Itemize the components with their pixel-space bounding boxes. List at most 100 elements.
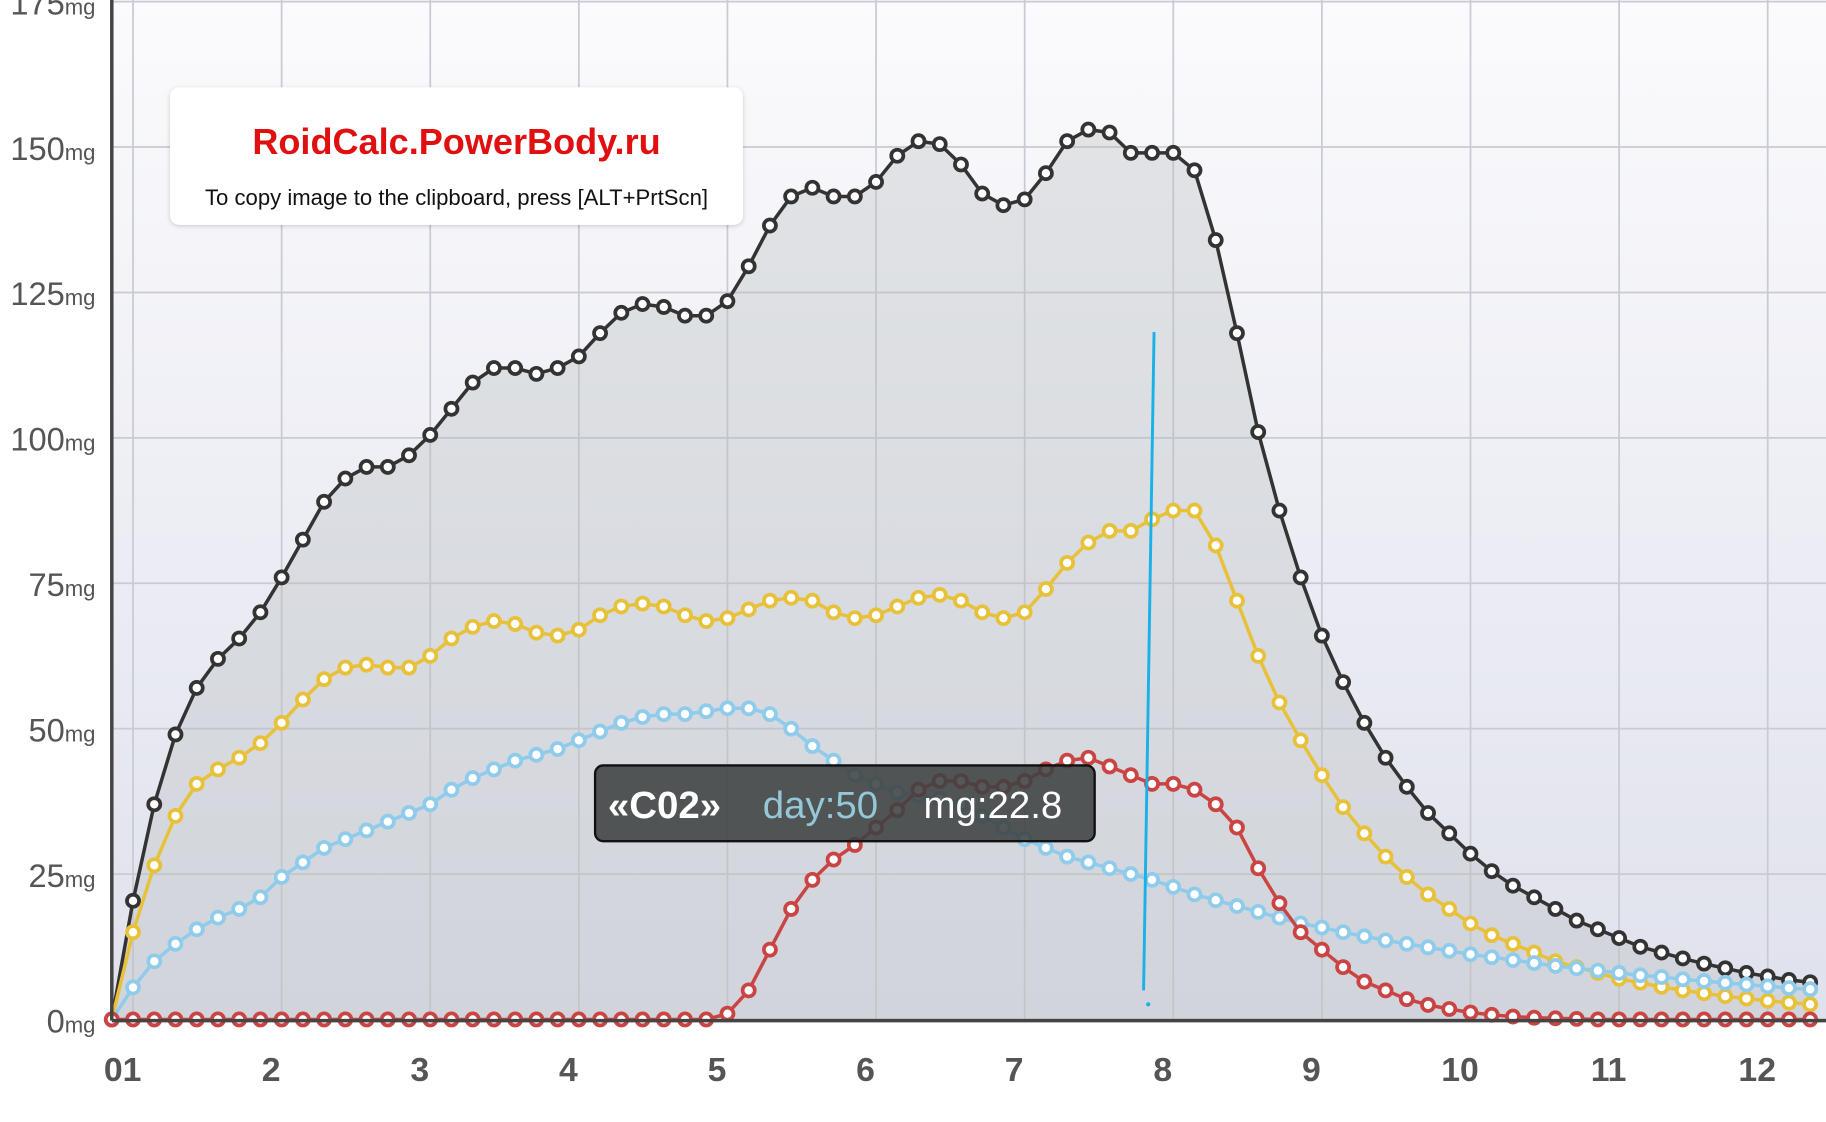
data-point-total[interactable] bbox=[740, 258, 757, 275]
data-point-C02[interactable] bbox=[1313, 919, 1330, 936]
data-point-C02[interactable] bbox=[1505, 952, 1521, 969]
data-point-yellow[interactable] bbox=[1122, 522, 1139, 539]
data-point-C02[interactable] bbox=[1335, 924, 1352, 941]
data-point-C02[interactable] bbox=[1696, 973, 1712, 990]
data-point-C02[interactable] bbox=[210, 909, 226, 926]
data-point-yellow[interactable] bbox=[1759, 992, 1776, 1009]
data-point-C02[interactable] bbox=[1250, 903, 1267, 920]
data-point-total[interactable] bbox=[379, 459, 396, 475]
data-point-total[interactable] bbox=[273, 569, 290, 586]
data-point-yellow[interactable] bbox=[337, 659, 354, 676]
data-point-C02[interactable] bbox=[1207, 892, 1224, 909]
data-point-yellow[interactable] bbox=[294, 691, 311, 708]
data-point-yellow[interactable] bbox=[910, 589, 927, 606]
data-point-C02[interactable] bbox=[146, 953, 163, 970]
data-point-yellow[interactable] bbox=[1398, 869, 1415, 885]
data-point-total[interactable] bbox=[868, 174, 884, 190]
data-point-total[interactable] bbox=[1441, 825, 1458, 842]
data-point-total[interactable] bbox=[1611, 930, 1628, 946]
data-point-total[interactable] bbox=[1483, 863, 1500, 880]
data-point-C02[interactable] bbox=[1653, 969, 1670, 985]
data-point-total[interactable] bbox=[210, 650, 226, 667]
data-point-yellow[interactable] bbox=[783, 589, 800, 606]
data-point-total[interactable] bbox=[761, 217, 778, 234]
data-point-yellow[interactable] bbox=[846, 610, 863, 627]
data-point-yellow[interactable] bbox=[592, 607, 608, 624]
data-point-yellow[interactable] bbox=[953, 592, 969, 609]
data-point-yellow[interactable] bbox=[1505, 935, 1521, 952]
data-point-C02[interactable] bbox=[294, 854, 311, 871]
data-point-red[interactable] bbox=[719, 1005, 736, 1022]
data-point-yellow[interactable] bbox=[1313, 767, 1330, 784]
data-point-C02[interactable] bbox=[1356, 928, 1373, 945]
data-point-total[interactable] bbox=[677, 307, 693, 324]
data-point-total[interactable] bbox=[1420, 805, 1436, 821]
data-point-yellow[interactable] bbox=[825, 604, 842, 621]
data-point-C02[interactable] bbox=[1589, 962, 1606, 979]
data-point-red[interactable] bbox=[1292, 924, 1309, 941]
data-point-yellow[interactable] bbox=[1356, 825, 1373, 842]
data-point-red[interactable] bbox=[1101, 758, 1118, 775]
data-point-C02[interactable] bbox=[358, 822, 375, 839]
data-point-C02[interactable] bbox=[1122, 866, 1139, 882]
data-point-total[interactable] bbox=[486, 360, 502, 376]
data-point-C02[interactable] bbox=[337, 831, 354, 848]
data-point-yellow[interactable] bbox=[273, 714, 290, 731]
data-point-total[interactable] bbox=[1377, 749, 1394, 766]
data-point-total[interactable] bbox=[846, 188, 863, 205]
data-point-total[interactable] bbox=[910, 133, 927, 150]
data-point-C02[interactable] bbox=[1186, 886, 1203, 903]
data-point-yellow[interactable] bbox=[231, 749, 248, 766]
data-point-total[interactable] bbox=[252, 604, 269, 621]
data-point-total[interactable] bbox=[1059, 133, 1076, 150]
data-point-C02[interactable] bbox=[528, 746, 545, 763]
data-point-red[interactable] bbox=[761, 941, 778, 958]
data-point-yellow[interactable] bbox=[613, 598, 630, 615]
data-point-red[interactable] bbox=[1398, 991, 1415, 1008]
data-point-C02[interactable] bbox=[592, 723, 608, 740]
data-point-total[interactable] bbox=[125, 892, 141, 909]
data-point-yellow[interactable] bbox=[379, 659, 396, 676]
data-point-yellow[interactable] bbox=[655, 598, 672, 615]
data-point-yellow[interactable] bbox=[188, 775, 205, 792]
data-point-total[interactable] bbox=[1717, 960, 1734, 977]
data-point-total[interactable] bbox=[1144, 144, 1160, 161]
data-point-yellow[interactable] bbox=[570, 621, 587, 638]
data-point-C02[interactable] bbox=[1398, 935, 1415, 952]
data-point-yellow[interactable] bbox=[1441, 901, 1458, 917]
data-point-yellow[interactable] bbox=[1738, 990, 1755, 1007]
data-point-C02[interactable] bbox=[1611, 965, 1628, 981]
data-point-red[interactable] bbox=[1547, 1010, 1564, 1027]
data-point-yellow[interactable] bbox=[316, 671, 333, 688]
data-point-total[interactable] bbox=[231, 630, 248, 647]
data-point-total[interactable] bbox=[1589, 921, 1606, 938]
data-point-total[interactable] bbox=[1016, 191, 1033, 208]
data-point-total[interactable] bbox=[1674, 950, 1691, 967]
data-point-yellow[interactable] bbox=[995, 610, 1012, 627]
data-point-C02[interactable] bbox=[379, 813, 396, 830]
data-point-yellow[interactable] bbox=[1016, 604, 1033, 621]
data-point-yellow[interactable] bbox=[1080, 534, 1097, 551]
data-point-total[interactable] bbox=[337, 470, 354, 487]
data-point-total[interactable] bbox=[1398, 778, 1415, 795]
data-point-C02[interactable] bbox=[783, 720, 800, 737]
data-point-total[interactable] bbox=[146, 796, 163, 813]
data-point-C02[interactable] bbox=[1759, 978, 1776, 995]
data-point-C02[interactable] bbox=[1802, 981, 1819, 998]
data-point-yellow[interactable] bbox=[804, 592, 821, 609]
data-point-red[interactable] bbox=[740, 982, 757, 999]
data-point-C02[interactable] bbox=[401, 805, 417, 821]
data-point-yellow[interactable] bbox=[1059, 554, 1076, 571]
data-point-total[interactable] bbox=[1356, 714, 1373, 731]
data-point-C02[interactable] bbox=[549, 741, 566, 757]
data-point-total[interactable] bbox=[422, 427, 439, 443]
data-point-total[interactable] bbox=[549, 360, 566, 376]
data-point-yellow[interactable] bbox=[1717, 988, 1734, 1005]
data-point-C02[interactable] bbox=[1101, 860, 1118, 877]
data-point-total[interactable] bbox=[613, 304, 630, 321]
data-point-C02[interactable] bbox=[231, 901, 248, 917]
data-point-yellow[interactable] bbox=[931, 586, 948, 603]
data-point-total[interactable] bbox=[358, 459, 375, 475]
data-point-C02[interactable] bbox=[740, 700, 757, 717]
data-point-yellow[interactable] bbox=[1165, 502, 1182, 519]
